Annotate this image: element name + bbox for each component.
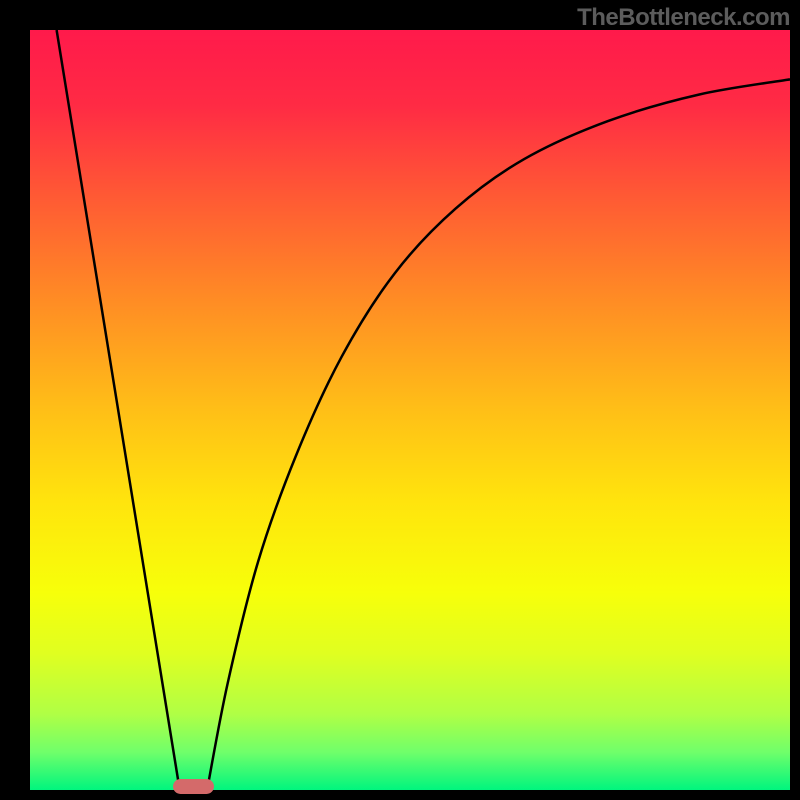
x-axis-marker bbox=[173, 779, 215, 794]
plot-area bbox=[30, 30, 790, 790]
curve-left bbox=[57, 30, 180, 790]
curve-right bbox=[207, 79, 790, 790]
curve-layer bbox=[30, 30, 790, 790]
watermark: TheBottleneck.com bbox=[577, 4, 790, 32]
